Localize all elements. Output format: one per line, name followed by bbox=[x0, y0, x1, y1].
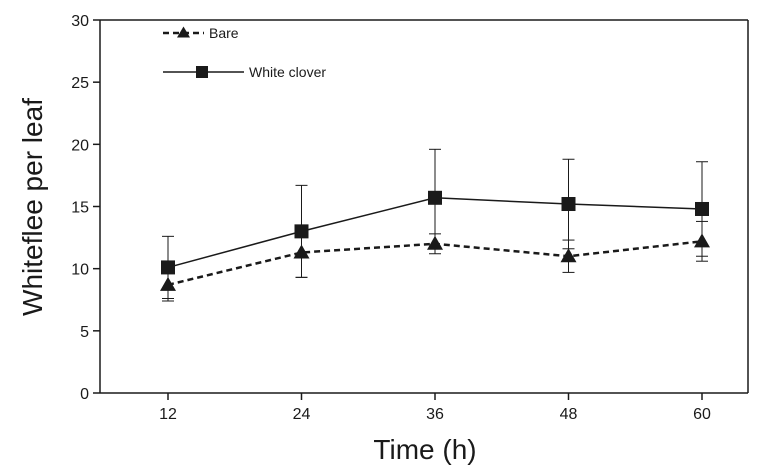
y-tick-label: 20 bbox=[71, 137, 89, 154]
legend-label-bare: Bare bbox=[209, 25, 239, 41]
x-tick-label: 60 bbox=[693, 406, 711, 423]
y-tick-label: 30 bbox=[71, 13, 89, 30]
y-tick-label: 10 bbox=[71, 262, 89, 279]
legend-item-white-clover: White clover bbox=[163, 64, 326, 80]
x-tick-label: 48 bbox=[560, 406, 578, 423]
legend-marker-square-icon bbox=[196, 66, 208, 78]
data-point-square bbox=[161, 260, 175, 275]
legend: Bare White clover bbox=[163, 25, 326, 80]
legend-item-bare: Bare bbox=[163, 25, 239, 41]
y-tick-label: 25 bbox=[71, 75, 89, 92]
x-tick-label: 12 bbox=[159, 406, 177, 423]
data-point-square bbox=[695, 201, 709, 216]
data-point-triangle bbox=[560, 248, 577, 263]
series-layer bbox=[160, 148, 710, 302]
x-tick-label: 24 bbox=[293, 406, 311, 423]
x-tick-label: 36 bbox=[426, 406, 444, 423]
x-axis-title: Time (h) bbox=[373, 434, 476, 465]
legend-marker-triangle-icon bbox=[177, 26, 190, 38]
data-point-square bbox=[428, 190, 442, 205]
y-tick-label: 15 bbox=[71, 200, 89, 217]
data-point-square bbox=[561, 197, 576, 212]
legend-label-white-clover: White clover bbox=[249, 64, 326, 80]
y-axis-title: Whiteflee per leaf bbox=[17, 98, 48, 316]
y-tick-label: 5 bbox=[80, 324, 89, 341]
y-ticks: 0 5 10 15 20 25 30 bbox=[71, 13, 100, 403]
series-white-clover bbox=[161, 148, 709, 300]
data-point-square bbox=[294, 224, 309, 239]
y-tick-label: 0 bbox=[80, 386, 89, 403]
x-ticks: 12 24 36 48 60 bbox=[159, 393, 711, 423]
